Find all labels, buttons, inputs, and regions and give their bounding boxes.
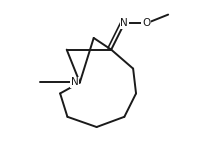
Text: N: N — [120, 18, 128, 28]
Text: O: O — [142, 18, 150, 28]
Text: N: N — [71, 78, 78, 87]
